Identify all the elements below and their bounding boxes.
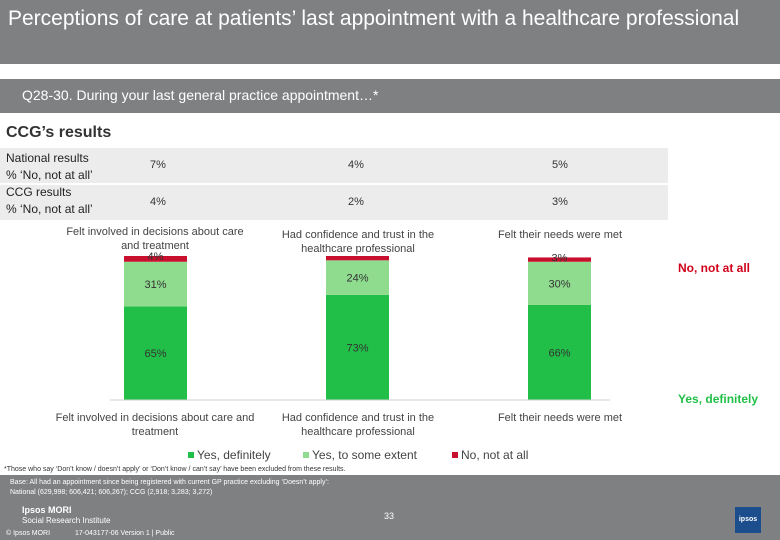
- base-line-2: National (629,998; 606,421; 606,267); CC…: [10, 489, 213, 496]
- ccg-value-1: 4%: [150, 196, 166, 208]
- national-label: National results % ‘No, not at all’: [6, 151, 93, 182]
- national-value-1: 7%: [150, 159, 166, 171]
- title-bar: [0, 0, 780, 64]
- top-category-label-3: Felt their needs were met: [497, 229, 623, 241]
- bar-label-1-1: 65%: [144, 348, 166, 360]
- question-text: Q28-30. During your last general practic…: [22, 87, 379, 103]
- top-category-label-1: Felt involved in decisions about care an…: [66, 226, 244, 252]
- national-value-2: 4%: [348, 159, 364, 171]
- bottom-category-label-2: Had confidence and trust in the healthca…: [281, 412, 435, 438]
- legend-yes-some-extent: Yes, to some extent: [303, 448, 417, 462]
- ccg-value-2: 2%: [348, 196, 364, 208]
- bar-label-1-2: 31%: [144, 279, 166, 291]
- legend-swatch-lightgreen: [303, 452, 309, 458]
- logo-line-1: Ipsos MORI: [22, 505, 72, 515]
- bar-3-yes-to-some-extent: [528, 261, 591, 305]
- bar-label-2-2: 24%: [346, 273, 368, 285]
- copyright: © Ipsos MORI: [6, 530, 51, 537]
- bar-2-no-not-at-all: [326, 256, 389, 261]
- national-value-3: 5%: [552, 159, 568, 171]
- bar-1-no-not-at-all: [124, 256, 187, 262]
- top-category-label-2: Had confidence and trust in the healthca…: [281, 229, 435, 255]
- bar-3-yes-definitely: [528, 304, 591, 400]
- legend-swatch-green: [188, 452, 194, 458]
- base-line-1: Base: All had an appointment since being…: [10, 479, 329, 486]
- legend-yes-definitely: Yes, definitely: [188, 448, 271, 462]
- footer-bar: [0, 475, 780, 540]
- logo-line-2: Social Research Institute: [22, 516, 111, 525]
- bar-2-yes-definitely: [326, 294, 389, 400]
- bar-1-yes-to-some-extent: [124, 261, 187, 307]
- bar-3-no-not-at-all: [528, 257, 591, 262]
- bar-label-3-1: 66%: [548, 347, 570, 359]
- page-number: 33: [384, 511, 395, 521]
- legend-no-not-at-all: No, not at all: [452, 448, 528, 462]
- version-text: 17-043177-06 Version 1 | Public: [75, 530, 175, 537]
- ccg-label: CCG results % ‘No, not at all’: [6, 185, 93, 216]
- ipsos-badge-icon: ipsos: [735, 507, 761, 533]
- page-title: Perceptions of care at patients’ last ap…: [8, 7, 740, 30]
- national-band: [0, 148, 668, 183]
- bar-1-yes-definitely: [124, 306, 187, 400]
- bar-label-1-3: 4%: [148, 251, 164, 263]
- question-bar: [0, 79, 780, 113]
- right-legend-no: No, not at all: [678, 261, 750, 275]
- ccg-value-3: 3%: [552, 196, 568, 208]
- bar-label-2-1: 73%: [346, 342, 368, 354]
- section-title: CCG’s results: [6, 124, 112, 141]
- bar-2-yes-to-some-extent: [326, 260, 389, 295]
- legend-swatch-red: [452, 452, 458, 458]
- bar-label-3-2: 30%: [548, 278, 570, 290]
- ccg-band: [0, 185, 668, 220]
- bar-label-3-3: 3%: [552, 252, 568, 264]
- footnote: *Those who say ‘Don’t know / doesn’t app…: [4, 466, 346, 473]
- right-legend-yes: Yes, definitely: [678, 392, 759, 406]
- bottom-category-label-3: Felt their needs were met: [497, 412, 623, 424]
- bottom-category-label-1: Felt involved in decisions about care an…: [55, 412, 255, 438]
